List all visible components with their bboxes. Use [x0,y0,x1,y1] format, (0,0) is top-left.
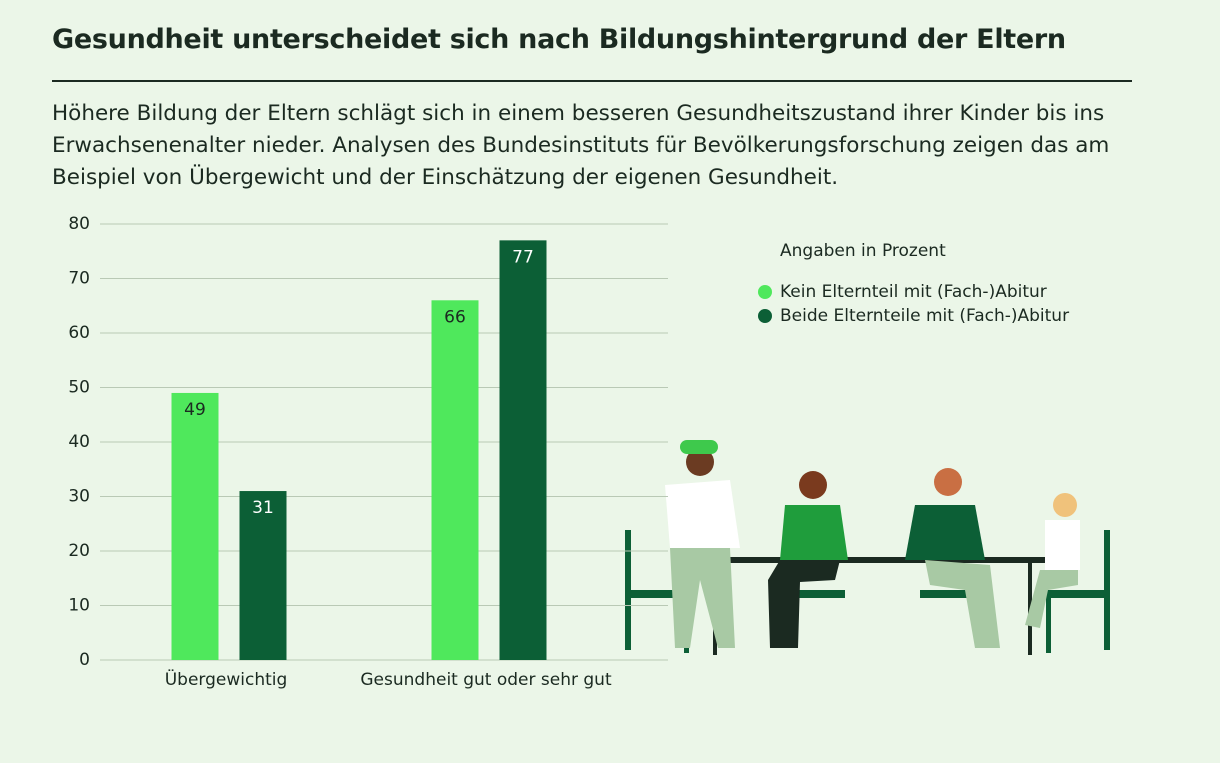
value-label: 49 [184,400,206,420]
bar [239,491,287,660]
title-rule [52,80,1132,82]
y-tick-label: 60 [68,323,90,343]
legend-title: Angaben in Prozent [780,241,946,261]
legend-label: Kein Elternteil mit (Fach-)Abitur [780,282,1047,302]
y-tick-label: 40 [68,432,90,452]
legend-swatch [758,285,772,299]
chart-title: Gesundheit unterscheidet sich nach Bildu… [52,24,1066,55]
bar [499,240,547,660]
y-tick-label: 10 [68,596,90,616]
y-tick-label: 0 [79,650,90,670]
y-tick-label: 20 [68,541,90,561]
bar [171,392,219,660]
chart-subtitle: Höhere Bildung der Eltern schlägt sich i… [52,101,1110,190]
y-tick-label: 30 [68,487,90,507]
bar [431,300,479,660]
x-tick-label: Gesundheit gut oder sehr gut [360,670,612,690]
value-label: 66 [444,307,466,327]
y-tick-label: 70 [68,269,90,289]
y-tick-label: 80 [68,214,90,234]
legend-label: Beide Elternteile mit (Fach-)Abitur [780,306,1069,326]
illustration [625,440,1110,655]
legend-swatch [758,309,772,323]
value-label: 77 [512,247,534,267]
x-tick-label: Übergewichtig [165,668,288,690]
y-tick-label: 50 [68,378,90,398]
value-label: 31 [252,498,274,518]
